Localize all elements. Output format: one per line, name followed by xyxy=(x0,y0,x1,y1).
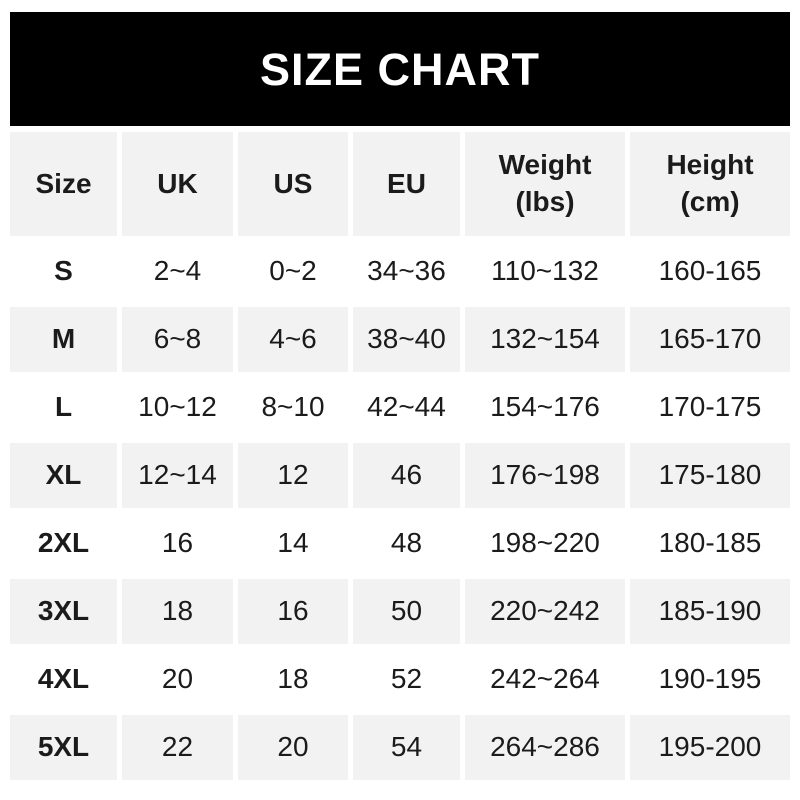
table-cell-uk: 20 xyxy=(122,647,233,712)
table-cell-uk: 22 xyxy=(122,715,233,780)
table-cell-weight: 264~286 xyxy=(465,715,625,780)
column-header-weight: Weight (lbs) xyxy=(465,132,625,236)
column-header-unit: (cm) xyxy=(680,186,740,217)
column-header-eu: EU xyxy=(353,132,460,236)
table-cell-eu: 50 xyxy=(353,579,460,644)
table-cell-uk: 16 xyxy=(122,511,233,576)
column-header-label: US xyxy=(273,167,313,199)
column-header-uk: UK xyxy=(122,132,233,236)
table-cell-height: 180-185 xyxy=(630,511,790,576)
column-header-label: EU xyxy=(387,167,426,199)
table-cell-height: 185-190 xyxy=(630,579,790,644)
table-cell-eu: 52 xyxy=(353,647,460,712)
table-cell-weight: 110~132 xyxy=(465,239,625,304)
table-cell-weight: 154~176 xyxy=(465,375,625,440)
table-cell-us: 16 xyxy=(238,579,348,644)
table-cell-uk: 12~14 xyxy=(122,443,233,508)
table-cell-eu: 38~40 xyxy=(353,307,460,372)
table-cell-size: 2XL xyxy=(10,511,117,576)
table-cell-us: 8~10 xyxy=(238,375,348,440)
column-header-size: Size xyxy=(10,132,117,236)
table-cell-us: 18 xyxy=(238,647,348,712)
table-cell-uk: 6~8 xyxy=(122,307,233,372)
column-header-label: Size xyxy=(35,167,92,199)
table-cell-eu: 46 xyxy=(353,443,460,508)
size-chart-table: Size UK US EU Weight (lbs) Height (cm) S 2~4 0~2 34… xyxy=(10,132,790,780)
column-header-height: Height (cm) xyxy=(630,132,790,236)
column-header-label: Height xyxy=(666,149,754,181)
table-cell-height: 190-195 xyxy=(630,647,790,712)
table-cell-height: 170-175 xyxy=(630,375,790,440)
table-cell-weight: 176~198 xyxy=(465,443,625,508)
column-header-label: Weight xyxy=(498,149,592,181)
table-cell-height: 195-200 xyxy=(630,715,790,780)
table-cell-weight: 242~264 xyxy=(465,647,625,712)
table-cell-eu: 34~36 xyxy=(353,239,460,304)
table-cell-uk: 10~12 xyxy=(122,375,233,440)
table-cell-size: L xyxy=(10,375,117,440)
column-header-us: US xyxy=(238,132,348,236)
title-bar: SIZE CHART xyxy=(10,12,790,126)
table-cell-size: 4XL xyxy=(10,647,117,712)
table-cell-eu: 54 xyxy=(353,715,460,780)
column-header-label: UK xyxy=(157,167,198,199)
table-cell-height: 175-180 xyxy=(630,443,790,508)
column-header-unit: (lbs) xyxy=(515,186,575,217)
table-cell-height: 160-165 xyxy=(630,239,790,304)
table-cell-weight: 220~242 xyxy=(465,579,625,644)
table-cell-uk: 18 xyxy=(122,579,233,644)
table-cell-eu: 48 xyxy=(353,511,460,576)
table-cell-us: 12 xyxy=(238,443,348,508)
table-cell-us: 4~6 xyxy=(238,307,348,372)
table-cell-size: 5XL xyxy=(10,715,117,780)
table-cell-weight: 198~220 xyxy=(465,511,625,576)
table-cell-size: M xyxy=(10,307,117,372)
table-cell-us: 0~2 xyxy=(238,239,348,304)
table-cell-size: S xyxy=(10,239,117,304)
table-cell-uk: 2~4 xyxy=(122,239,233,304)
table-cell-size: 3XL xyxy=(10,579,117,644)
table-cell-weight: 132~154 xyxy=(465,307,625,372)
table-cell-us: 14 xyxy=(238,511,348,576)
page-title: SIZE CHART xyxy=(260,43,540,95)
table-cell-size: XL xyxy=(10,443,117,508)
table-cell-us: 20 xyxy=(238,715,348,780)
table-cell-eu: 42~44 xyxy=(353,375,460,440)
table-cell-height: 165-170 xyxy=(630,307,790,372)
